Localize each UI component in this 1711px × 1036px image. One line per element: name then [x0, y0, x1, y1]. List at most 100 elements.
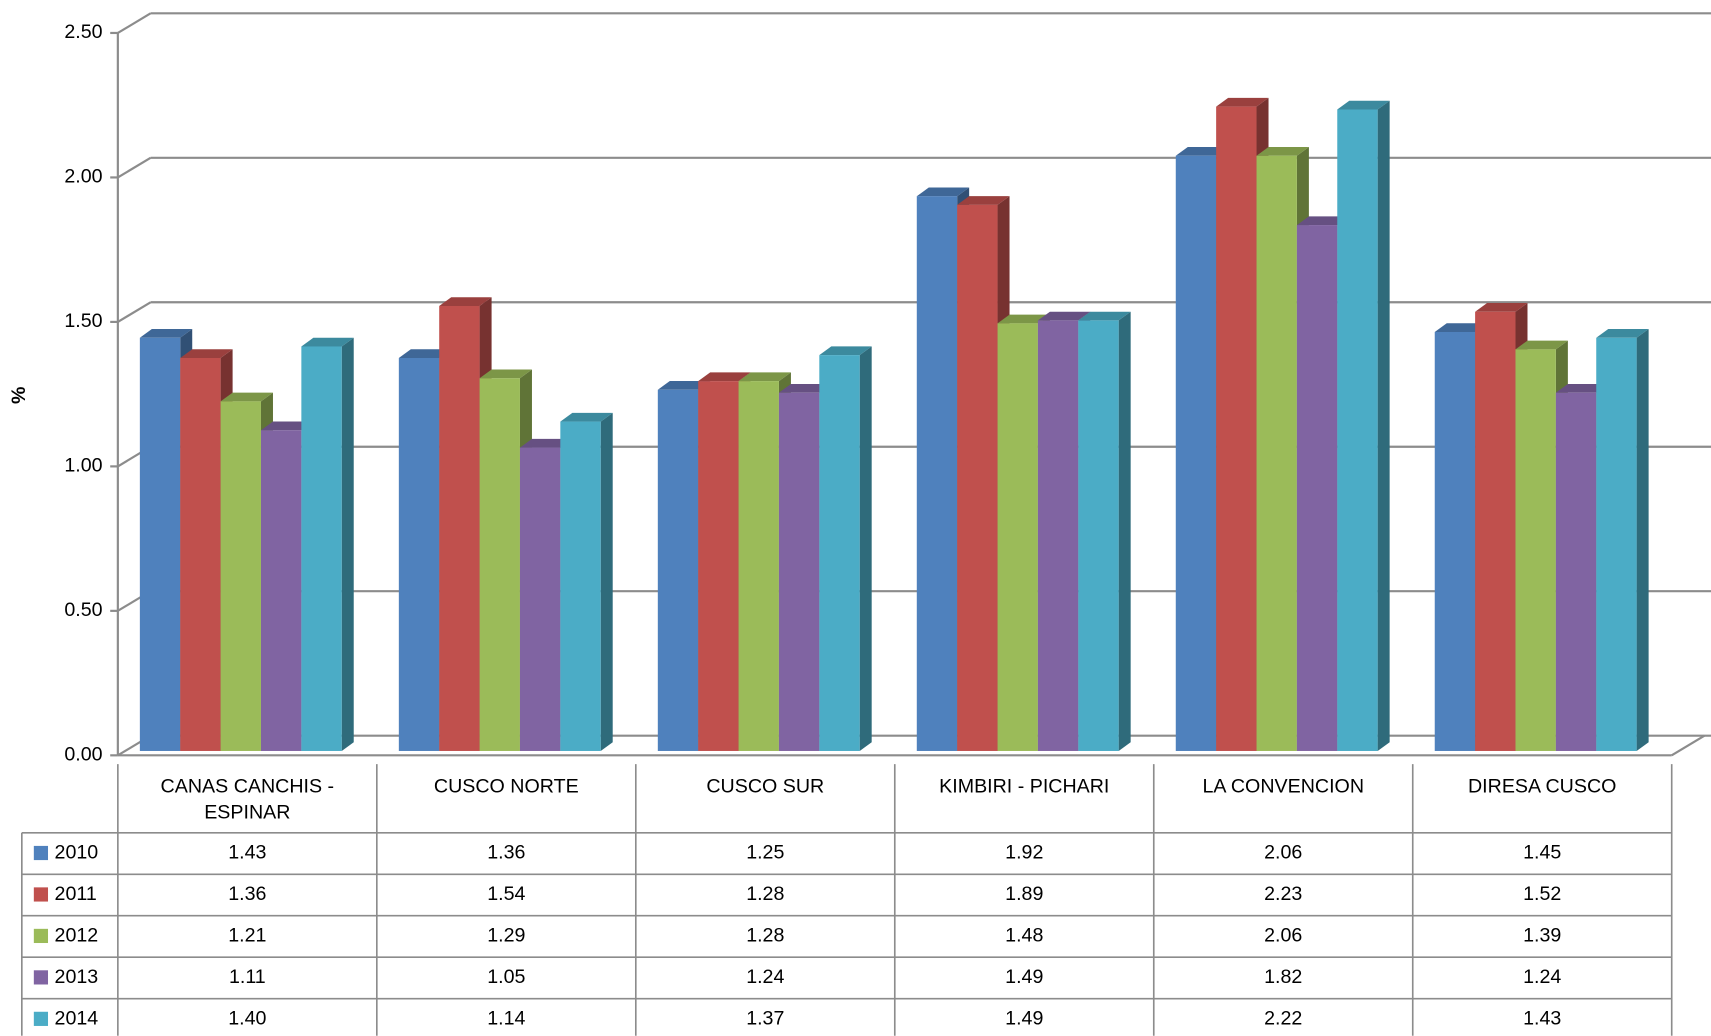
- table-value: 2.06: [1264, 842, 1302, 864]
- bar-top: [439, 297, 492, 306]
- table-value: 1.52: [1523, 883, 1561, 905]
- table-value: 1.89: [1005, 883, 1043, 905]
- bar: [1337, 109, 1378, 751]
- bar-top: [1515, 340, 1568, 350]
- bar: [1475, 311, 1516, 751]
- legend-swatch: [33, 845, 49, 861]
- bar: [560, 421, 601, 751]
- bar-top: [778, 383, 832, 393]
- floor-edge: [1671, 734, 1706, 757]
- table-value: 1.11: [229, 966, 266, 988]
- bar: [738, 381, 779, 751]
- table-value: 1.36: [228, 883, 266, 905]
- bar-top: [180, 349, 233, 358]
- category-cell: CUSCO NORTE: [433, 774, 579, 797]
- bar-top: [1296, 216, 1350, 226]
- y-tick-label: 0.50: [64, 599, 102, 621]
- y-axis-label: %: [8, 387, 30, 404]
- bar-side: [859, 346, 872, 751]
- bar: [657, 389, 699, 751]
- table-value: 1.54: [487, 883, 525, 905]
- bar-top: [1037, 311, 1091, 321]
- bar: [398, 357, 440, 751]
- table-value: 1.14: [487, 1008, 525, 1030]
- bar-top: [479, 369, 532, 379]
- table-value: 1.28: [746, 883, 784, 905]
- table-value: 1.24: [1523, 966, 1561, 988]
- table-value: 1.29: [487, 925, 525, 947]
- bar-top: [1337, 100, 1390, 110]
- bar-top: [1475, 303, 1528, 312]
- bar-top: [698, 372, 751, 382]
- bar: [1555, 392, 1597, 751]
- table-value: 2.06: [1264, 925, 1302, 947]
- bar: [997, 323, 1038, 751]
- bar-top: [916, 187, 970, 197]
- bar: [1296, 225, 1338, 751]
- bar-side: [1636, 329, 1649, 751]
- table-value: 1.25: [746, 842, 784, 864]
- bar-top: [657, 381, 711, 390]
- grid-line: [117, 156, 152, 179]
- bar: [139, 337, 181, 751]
- table-value: 1.82: [1264, 966, 1302, 988]
- table-value: 1.43: [228, 842, 266, 864]
- y-tick-label: 1.00: [64, 455, 102, 477]
- bar-top: [1256, 147, 1309, 156]
- bar-side: [341, 337, 354, 751]
- table-value: 1.40: [228, 1008, 266, 1030]
- bar: [1037, 320, 1079, 751]
- table-value: 2.23: [1264, 883, 1302, 905]
- bar-side: [1118, 311, 1131, 751]
- table-value: 1.45: [1523, 842, 1561, 864]
- table-value: 1.37: [746, 1008, 784, 1030]
- table-value: 1.05: [487, 966, 525, 988]
- bar-top: [1216, 97, 1269, 107]
- bar-top: [1434, 323, 1488, 332]
- bar: [819, 355, 860, 751]
- bar-top: [957, 196, 1010, 205]
- category-label: DIRESA CUSCO: [1467, 774, 1617, 797]
- legend-label: 2010: [55, 842, 99, 864]
- bar-top: [301, 337, 354, 347]
- bar: [916, 196, 958, 751]
- category-cell: LA CONVENCION: [1202, 774, 1365, 797]
- bar: [1256, 155, 1297, 751]
- bar-side: [1377, 100, 1390, 751]
- legend-label: 2013: [55, 966, 99, 988]
- bar: [1175, 155, 1217, 751]
- bar: [220, 401, 261, 751]
- legend-swatch: [33, 887, 49, 902]
- table-value: 1.28: [746, 925, 784, 947]
- category-cell: CUSCO SUR: [706, 775, 824, 797]
- category-cell: KIMBIRI - PICHARI: [939, 775, 1109, 797]
- bar-top: [738, 372, 791, 382]
- table-value: 1.39: [1523, 925, 1561, 947]
- bar-top: [260, 421, 314, 431]
- bar: [479, 378, 520, 751]
- bar: [778, 392, 820, 751]
- bar-top: [1078, 311, 1131, 321]
- bar: [1596, 337, 1637, 751]
- legend-label: 2014: [55, 1008, 99, 1030]
- legend-swatch: [33, 970, 49, 985]
- table-value: 1.21: [228, 925, 266, 947]
- bar: [698, 381, 739, 751]
- bar: [1434, 331, 1476, 751]
- table-value: 1.43: [1523, 1008, 1561, 1030]
- category-label: LA CONVENCION: [1202, 774, 1365, 797]
- bar-top: [1596, 329, 1649, 338]
- bar-side: [600, 412, 613, 751]
- category-label: CUSCO NORTE: [433, 774, 579, 797]
- bar: [260, 430, 302, 751]
- bar-top: [398, 349, 452, 358]
- category-cell: DIRESA CUSCO: [1467, 774, 1617, 797]
- bar: [519, 447, 561, 751]
- bar-top: [819, 346, 872, 356]
- y-tick-label: 1.50: [64, 310, 102, 332]
- table-value: 1.24: [746, 966, 784, 988]
- bar: [1078, 320, 1119, 751]
- bar-top: [997, 314, 1050, 324]
- bar: [957, 204, 998, 751]
